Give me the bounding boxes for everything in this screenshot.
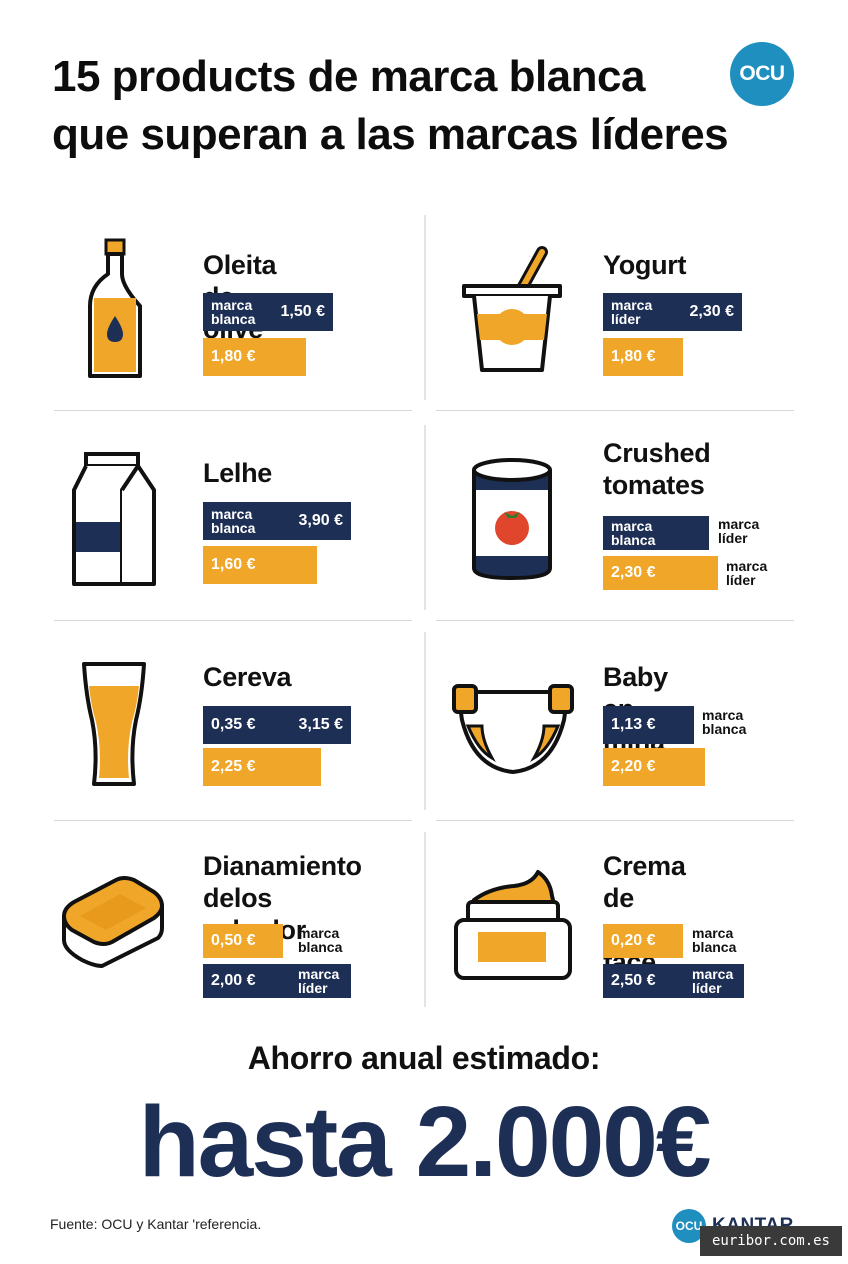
price-bar-store-brand: marca líder 2,30 € [603,293,742,331]
price-value: 0,50 € [211,932,256,949]
price-bar-store-brand: 0,20 € [603,924,683,958]
product-name: Cereva [203,662,292,692]
grid-divider-vertical [424,215,426,400]
price-bar-store-brand: 0,35 € 3,15 € [203,706,351,744]
price-value: 0,20 € [611,932,656,949]
grid-divider-vertical [424,832,426,1007]
watermark: euribor.com.es [700,1226,842,1256]
price-value: 1,50 € [280,303,325,320]
savings-amount: hasta 2.000€ [138,1086,712,1198]
product-name: Crema de canı a face [603,851,686,977]
face-cream-jar-icon [454,870,572,980]
price-value: 2,30 € [611,564,656,581]
grid-divider-horizontal [436,410,794,411]
dishwasher-tablet-icon [62,876,164,968]
grid-divider-vertical [424,425,426,610]
price-bar-leader: 2,20 € [603,748,705,786]
price-value: 1,80 € [611,348,656,365]
price-bar-leader: 2,25 € [203,748,321,786]
olive-oil-bottle-icon [88,238,142,378]
price-value: 2,25 € [211,758,256,775]
grid-divider-horizontal [436,820,794,821]
price-value: 2,20 € [611,758,656,775]
milk-carton-icon [72,452,156,586]
product-name: Lelhe [203,458,273,488]
tomato-can-icon [472,458,552,581]
price-value: 1,60 € [211,556,256,573]
grid-divider-horizontal [54,820,412,821]
price-bar-store-brand: 1,13 € [603,706,694,744]
grid-divider-horizontal [54,620,412,621]
title-line-1: 15 products de marca blanca [52,52,645,101]
bar-side-label: marca líder [718,516,760,546]
price-bar-leader: 1,60 € [203,546,317,584]
diaper-icon [452,684,574,774]
price-bar-leader: 1,80 € [603,338,683,376]
price-value: 2,50 € [611,972,656,989]
price-bar-leader: 2,30 € [603,556,718,590]
bar-side-label: marca blanca [692,925,737,955]
price-value: 2,30 € [689,303,734,320]
source-note: Fuente: OCU y Kantar 'referencia. [50,1216,262,1232]
product-name: Yogurt [603,250,687,280]
price-value: 0,35 € [211,716,256,733]
price-value: 2,00 € [211,972,256,989]
beer-glass-icon [82,662,146,786]
price-bar-store-brand: marca blanca [603,516,709,550]
price-bar-leader: 1,80 € [203,338,306,376]
page-title: 15 products de marca blanca que superan … [52,48,812,164]
bar-side-label: marca líder [726,558,768,588]
grid-divider-vertical [424,632,426,810]
price-bar-leader: 2,00 € [203,964,351,998]
product-name: Crushed tomates [603,438,711,500]
price-bar-store-brand: marca blanca 3,90 € [203,502,351,540]
savings-heading: Ahorro anual estimado: [247,1040,601,1076]
price-value: 1,13 € [611,716,656,733]
price-value: 3,15 € [298,716,343,733]
grid-divider-horizontal [436,620,794,621]
bar-side-label: marca líder [692,966,734,996]
bar-side-label: marca líder [298,966,340,996]
bar-side-label: marca blanca [702,707,747,737]
price-bar-leader: 2,50 € [603,964,744,998]
price-bar-store-brand: marca blanca 1,50 € [203,293,333,331]
ocu-logo: OCU [730,42,794,106]
bar-side-label: marca blanca [298,925,343,955]
price-value: 1,80 € [211,348,256,365]
grid-divider-horizontal [54,410,412,411]
title-line-2: que superan a las marcas líderes [52,110,729,159]
price-bar-store-brand: 0,50 € [203,924,283,958]
yogurt-cup-icon [462,246,562,372]
price-value: 3,90 € [298,512,343,529]
